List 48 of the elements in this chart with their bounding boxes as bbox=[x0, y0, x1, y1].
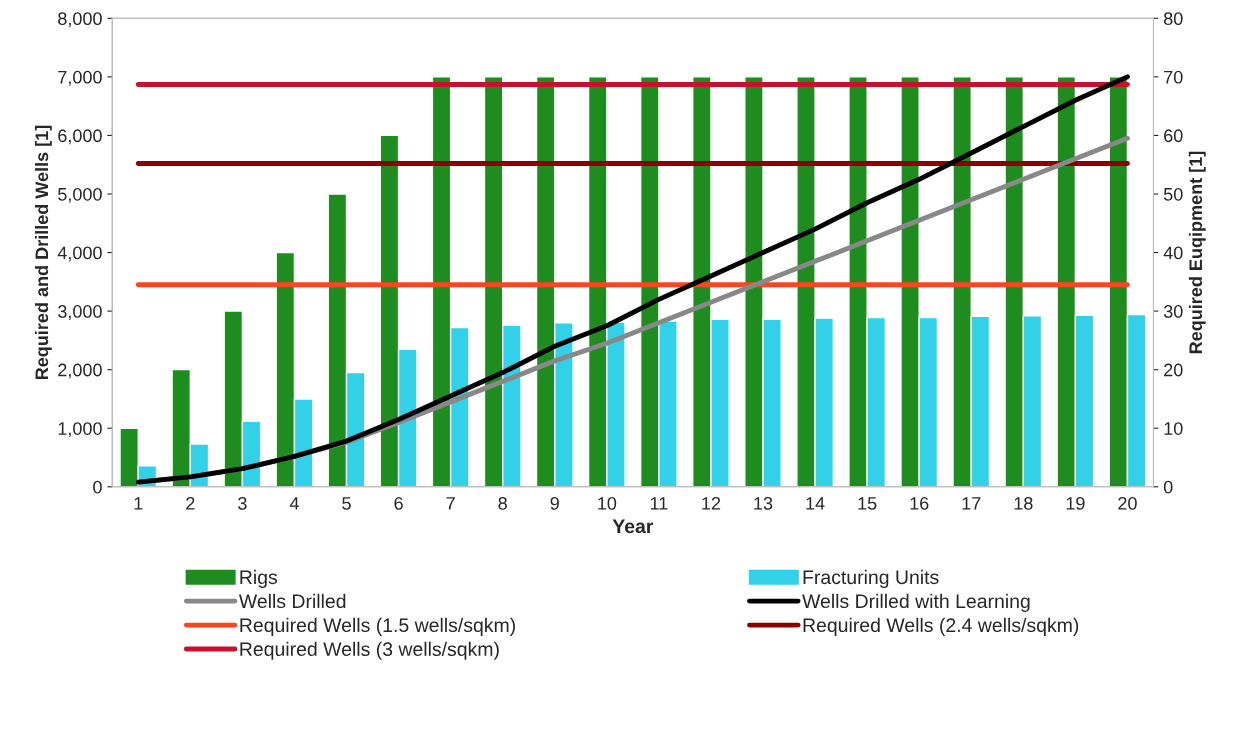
x-axis-title: Year bbox=[612, 519, 654, 534]
legend-label: Wells Drilled bbox=[238, 593, 346, 609]
y-tick-label: 6,000 bbox=[58, 129, 102, 145]
x-tick-label: 4 bbox=[289, 497, 299, 510]
y2-tick-label: 20 bbox=[1164, 363, 1183, 377]
x-tick-label: 15 bbox=[858, 497, 877, 510]
y2-tick-label: 0 bbox=[1163, 480, 1173, 494]
y-tick-label: 8,000 bbox=[58, 12, 102, 28]
y2-tick-label: 10 bbox=[1164, 422, 1183, 435]
y-tick-label: 2,000 bbox=[58, 363, 102, 379]
y-tick-label: 5,000 bbox=[58, 187, 102, 203]
x-tick-label: 16 bbox=[910, 496, 929, 510]
x-tick-label: 10 bbox=[598, 496, 617, 510]
y2-tick-label: 40 bbox=[1163, 246, 1183, 260]
x-tick-label: 14 bbox=[806, 497, 825, 510]
y2-tick-label: 30 bbox=[1163, 305, 1183, 318]
x-tick-label: 5 bbox=[342, 497, 351, 510]
x-tick-label: 13 bbox=[754, 496, 773, 510]
x-tick-label: 19 bbox=[1066, 496, 1085, 510]
x-tick-label: 7 bbox=[446, 497, 455, 510]
y-tick-label: 0 bbox=[93, 480, 102, 494]
y-tick-label: 1,000 bbox=[58, 422, 102, 438]
y-tick-label: 3,000 bbox=[58, 305, 102, 320]
y-tick-label: 7,000 bbox=[58, 70, 102, 86]
x-tick-label: 9 bbox=[550, 496, 559, 510]
x-tick-label: 8 bbox=[498, 496, 507, 510]
legend-label: Required Wells (2.4 wells/sqkm) bbox=[803, 617, 1079, 636]
legend-label: Fracturing Units bbox=[803, 569, 939, 588]
y-axis-title: Required and Drilled Wells [1] bbox=[34, 125, 52, 380]
legend-label: Required Wells (1.5 wells/sqkm) bbox=[240, 617, 515, 636]
x-tick-label: 20 bbox=[1118, 496, 1137, 510]
x-tick-label: 3 bbox=[238, 496, 247, 510]
legend-label: Wells Drilled with Learning bbox=[802, 593, 1030, 612]
x-tick-label: 18 bbox=[1014, 496, 1033, 510]
y2-tick-label: 50 bbox=[1163, 187, 1183, 201]
y-tick-label: 4,000 bbox=[57, 246, 102, 262]
x-tick-label: 2 bbox=[186, 496, 195, 510]
x-tick-label: 17 bbox=[962, 497, 981, 510]
x-tick-label: 11 bbox=[650, 497, 668, 510]
legend-label: Rigs bbox=[240, 569, 278, 588]
x-tick-label: 12 bbox=[702, 496, 721, 510]
x-tick-label: 6 bbox=[394, 496, 403, 510]
x-tick-label: 1 bbox=[134, 497, 143, 510]
legend-label: Required Wells (3 wells/sqkm) bbox=[240, 641, 499, 660]
y2-axis-title: Required Euqipment [1] bbox=[1188, 151, 1206, 354]
y2-tick-label: 70 bbox=[1164, 70, 1183, 84]
y2-tick-label: 80 bbox=[1163, 12, 1183, 26]
y2-tick-label: 60 bbox=[1164, 129, 1183, 143]
